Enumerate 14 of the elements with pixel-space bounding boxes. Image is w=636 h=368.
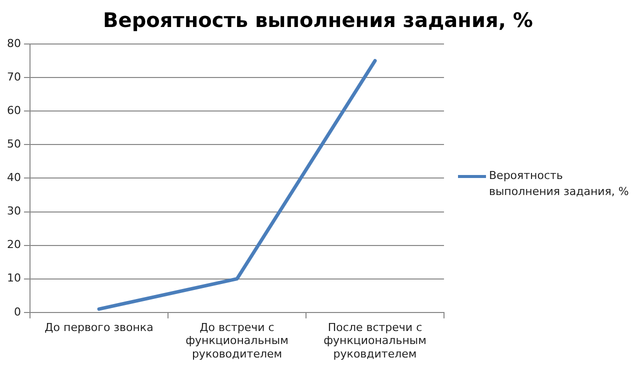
y-tick-label: 80 xyxy=(6,36,21,50)
x-tick-label: После встречи с функциональным руковдителем xyxy=(324,320,426,360)
x-tick-label: До первого звонка xyxy=(44,320,154,334)
y-tick-label: 40 xyxy=(6,171,21,184)
y-tick-label: 30 xyxy=(6,204,21,218)
y-tick-label: 20 xyxy=(6,238,21,252)
y-tick-label: 60 xyxy=(6,104,21,117)
x-tick-label: До встречи с функциональным руководителем xyxy=(186,320,288,360)
y-tick-label: 70 xyxy=(6,70,21,84)
y-tick-label: 10 xyxy=(6,272,21,285)
y-tick-label: 0 xyxy=(14,305,21,318)
y-tick-label: 50 xyxy=(6,138,21,151)
chart-title: Вероятность выполнения задания, % xyxy=(102,8,534,32)
legend-label: Вероятность выполнения задания, % xyxy=(489,168,630,200)
